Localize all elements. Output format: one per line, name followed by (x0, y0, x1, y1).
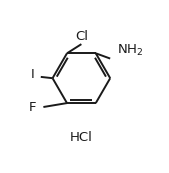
Text: F: F (29, 101, 37, 113)
Text: Cl: Cl (75, 30, 88, 43)
Text: NH$_2$: NH$_2$ (117, 43, 143, 58)
Text: HCl: HCl (70, 131, 93, 144)
Text: I: I (31, 68, 35, 81)
